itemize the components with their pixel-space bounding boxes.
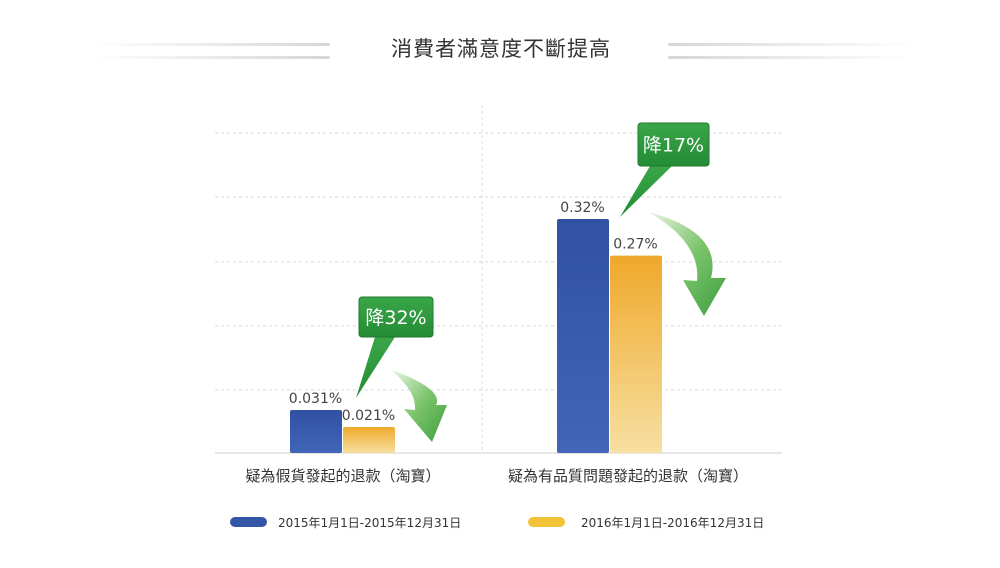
callout-label-1: 降32% bbox=[365, 307, 426, 329]
callout-box-2 bbox=[637, 122, 710, 167]
legend-label-2015: 2015年1月1日-2015年12月31日 bbox=[278, 516, 461, 530]
data-label-2016-group-1: 0.021% bbox=[342, 408, 395, 424]
chart-title: 消費者滿意度不斷提高 bbox=[340, 27, 662, 69]
bar-2016-group-1 bbox=[343, 427, 395, 453]
legend-label-2016: 2016年1月1日-2016年12月31日 bbox=[581, 516, 764, 530]
category-label-1: 疑為假貨發起的退款（淘寶） bbox=[245, 467, 440, 485]
title-decoration-right-lower bbox=[668, 56, 913, 59]
callout-tail-2 bbox=[620, 166, 672, 217]
data-label-2015-group-1: 0.031% bbox=[289, 391, 342, 407]
bar-2015-group-1 bbox=[290, 410, 342, 453]
title-decoration-right bbox=[668, 43, 913, 46]
callout-2: 降17% bbox=[620, 122, 710, 217]
bar-2016-group-2 bbox=[610, 255, 662, 453]
callout-label-2: 降17% bbox=[643, 135, 704, 157]
down-arrow-icon bbox=[392, 370, 447, 442]
callout-box-1 bbox=[358, 296, 434, 338]
legend-swatch-2016 bbox=[528, 517, 565, 527]
title-area: 消費者滿意度不斷提高 bbox=[0, 0, 1000, 80]
category-label-2: 疑為有品質問題發起的退款（淘寶） bbox=[508, 467, 748, 485]
title-decoration-left bbox=[90, 43, 330, 46]
bar-2015-group-2 bbox=[557, 219, 609, 453]
title-decoration-left-lower bbox=[90, 56, 330, 59]
data-label-2016-group-2: 0.27% bbox=[613, 237, 657, 253]
callout-1: 降32% bbox=[356, 296, 434, 398]
callout-tail-1 bbox=[356, 337, 395, 398]
legend-swatch-2015 bbox=[230, 517, 267, 527]
data-label-2015-group-2: 0.32% bbox=[560, 200, 604, 216]
down-arrow-icon bbox=[648, 212, 726, 316]
